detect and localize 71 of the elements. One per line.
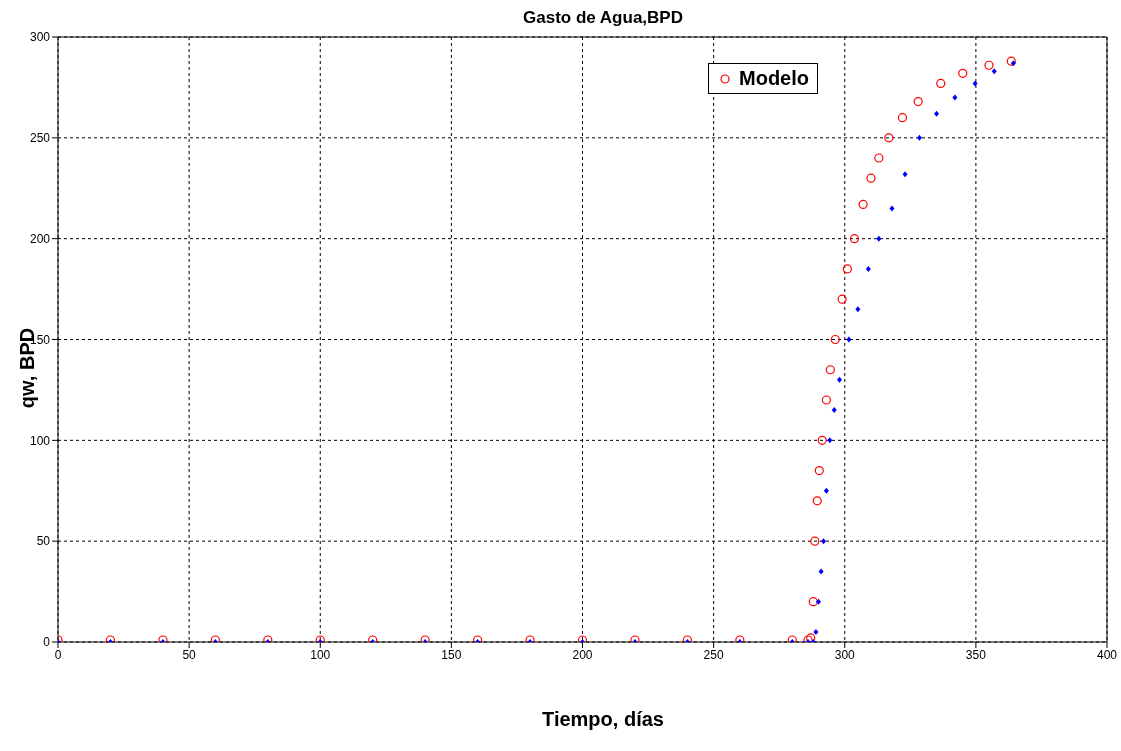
x-tick-label: 400: [1096, 647, 1118, 662]
point: [874, 153, 884, 163]
y-tick-label: 300: [29, 30, 51, 45]
point: [884, 133, 894, 143]
point: [787, 635, 797, 642]
point: [916, 134, 922, 141]
point: [812, 496, 822, 506]
point: [846, 336, 852, 343]
point: [855, 306, 861, 313]
x-tick-label: 250: [703, 647, 724, 662]
point: [158, 635, 168, 642]
point: [806, 633, 816, 642]
point: [818, 568, 824, 575]
point: [630, 635, 640, 642]
point: [821, 395, 831, 405]
point: [958, 68, 968, 78]
x-tick-label: 200: [572, 647, 593, 662]
point: [315, 635, 325, 642]
point: [803, 635, 813, 642]
point: [865, 265, 871, 272]
point: [814, 465, 824, 476]
y-tick-label: 100: [29, 433, 51, 448]
point: [817, 435, 827, 445]
point: [831, 407, 837, 414]
point: [934, 110, 940, 117]
point: [837, 376, 843, 383]
point: [525, 635, 535, 642]
point: [984, 60, 994, 70]
x-tick-label: 100: [310, 647, 331, 662]
point: [876, 235, 882, 242]
y-tick-label: 0: [43, 635, 51, 650]
x-tick-label: 50: [182, 647, 197, 662]
point: [972, 80, 978, 87]
x-axis-title: Tiempo, días: [541, 708, 665, 731]
point: [952, 94, 958, 101]
y-tick-label: 200: [29, 231, 51, 246]
point: [858, 199, 868, 209]
point: [735, 635, 745, 642]
legend-label: Modelo: [739, 67, 809, 90]
point: [368, 635, 378, 642]
point: [1010, 60, 1016, 67]
point: [837, 294, 847, 304]
point: [830, 334, 840, 345]
point: [825, 365, 835, 375]
point: [682, 635, 692, 642]
x-tick-label: 300: [834, 647, 856, 662]
point: [816, 598, 822, 605]
x-tick-label: 350: [965, 647, 987, 662]
point: [842, 264, 852, 274]
point: [1006, 56, 1016, 66]
point: [420, 635, 430, 642]
point: [810, 536, 820, 546]
point: [913, 96, 923, 107]
y-tick-label: 50: [36, 534, 51, 549]
point: [889, 205, 895, 212]
x-tick-label: 150: [441, 647, 462, 662]
point: [866, 173, 876, 183]
point: [263, 635, 273, 642]
point: [210, 635, 220, 642]
point: [821, 538, 827, 545]
x-tick-label: 0: [54, 647, 62, 662]
point: [897, 113, 908, 123]
chart-title: Gasto de Agua,BPD: [522, 8, 684, 28]
point: [936, 78, 946, 88]
point: [849, 234, 860, 244]
point: [823, 487, 829, 494]
point: [808, 597, 818, 607]
point: [827, 437, 833, 444]
point: [991, 68, 997, 75]
point: [473, 635, 483, 642]
y-tick-label: 250: [29, 131, 51, 146]
